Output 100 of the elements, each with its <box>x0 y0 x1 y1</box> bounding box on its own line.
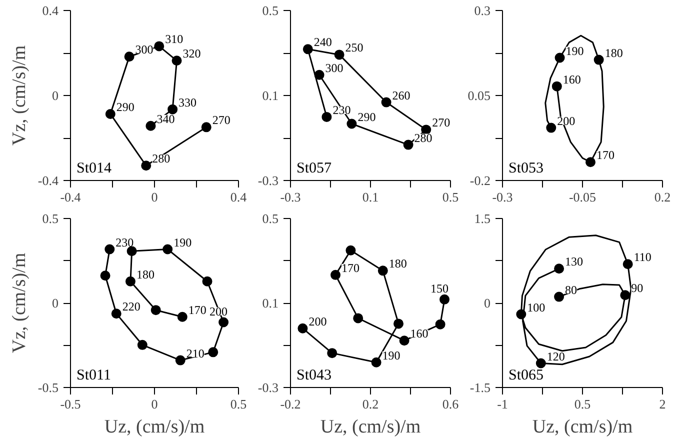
x-tick-label: -0.3 <box>492 190 513 204</box>
y-tick-label: 0.5 <box>42 211 58 226</box>
annotation: 280 <box>414 130 432 145</box>
x-tick-label: 0.5 <box>442 190 459 204</box>
annotation: 170 <box>342 260 360 275</box>
point <box>125 276 136 286</box>
y-tick-label: 0.5 <box>262 211 278 226</box>
point <box>105 108 116 119</box>
y-tick-label: 0.1 <box>262 88 278 103</box>
point <box>546 122 556 133</box>
annotation: 160 <box>562 72 581 86</box>
point <box>554 292 564 302</box>
point <box>399 336 410 346</box>
point <box>126 246 137 256</box>
point <box>536 358 546 368</box>
x-tick-label: 0 <box>151 396 158 412</box>
point <box>371 357 382 368</box>
annotation: 180 <box>388 256 407 271</box>
point <box>154 41 164 52</box>
annotation: 260 <box>392 88 410 102</box>
annotation: 90 <box>631 281 644 296</box>
annotation: 270 <box>212 113 230 128</box>
point <box>162 244 173 254</box>
point <box>141 160 152 171</box>
x-axis-title: Uz, (cm/s)/m <box>320 416 421 438</box>
x-tick-label: -0.05 <box>568 190 596 204</box>
annotation: 200 <box>308 314 327 328</box>
annotation: 230 <box>332 102 351 117</box>
point <box>298 323 308 334</box>
point <box>334 50 344 60</box>
annotation: St065 <box>508 368 544 384</box>
annotation: 180 <box>136 267 154 282</box>
y-tick-label: 0 <box>484 296 490 310</box>
annotation: 190 <box>174 235 192 250</box>
point <box>314 70 324 80</box>
annotation: 190 <box>382 348 400 362</box>
point <box>218 317 229 328</box>
annotation: 80 <box>565 282 578 297</box>
annotation: 340 <box>156 112 175 126</box>
annotation: 200 <box>557 114 576 128</box>
y-tick-label: 0 <box>52 88 58 103</box>
annotation: 160 <box>410 326 428 341</box>
x-tick-label: -0.3 <box>280 190 301 204</box>
point <box>146 120 156 131</box>
x-axis-title: Uz, (cm/s)/m <box>532 416 633 438</box>
x-tick-label: 0.1 <box>362 190 379 204</box>
point <box>421 124 432 135</box>
y-tick-label: -0.4 <box>38 173 59 188</box>
point <box>175 355 186 366</box>
point <box>586 157 596 168</box>
y-tick-label: 0.3 <box>474 3 490 18</box>
x-tick-label: 0.2 <box>654 190 671 204</box>
point <box>137 340 148 350</box>
point <box>346 118 357 129</box>
point <box>622 259 633 270</box>
x-tick-label: 0.6 <box>442 396 460 412</box>
point <box>327 348 338 358</box>
annotation: 190 <box>566 44 584 58</box>
point <box>554 52 565 63</box>
annotation: St011 <box>76 368 111 384</box>
annotation: 220 <box>122 300 140 314</box>
point <box>172 56 182 66</box>
point <box>353 313 364 324</box>
annotation: 250 <box>345 40 364 55</box>
annotation: 290 <box>358 110 376 124</box>
point <box>168 104 178 114</box>
point <box>124 52 134 62</box>
x-tick-label: 0.2 <box>362 396 379 412</box>
annotation: 170 <box>596 148 614 162</box>
x-axis-title: Uz, (cm/s)/m <box>104 416 205 438</box>
point <box>104 244 115 254</box>
annotation: 200 <box>210 304 228 318</box>
annotation: 110 <box>634 250 652 264</box>
point <box>440 294 450 304</box>
annotation: 240 <box>314 35 332 50</box>
y-axis-title: Vz, (cm/s)/m <box>8 45 30 146</box>
annotation: 330 <box>178 95 197 110</box>
point <box>100 270 110 281</box>
y-tick-label: 0.4 <box>42 3 59 18</box>
annotation: 150 <box>430 281 448 296</box>
y-axis-title: Vz, (cm/s)/m <box>8 252 30 354</box>
point <box>330 270 340 280</box>
point <box>554 264 564 274</box>
point <box>177 312 188 322</box>
annotation: 280 <box>152 152 170 166</box>
y-tick-label: 0 <box>52 296 58 310</box>
point <box>594 54 604 65</box>
x-tick-label: 0.5 <box>574 396 591 412</box>
annotation: 300 <box>325 60 344 75</box>
y-tick-label: -0.2 <box>470 173 491 188</box>
point <box>322 112 332 122</box>
x-tick-label: 0.5 <box>230 396 247 412</box>
point <box>208 347 218 358</box>
y-tick-label: 0.5 <box>262 3 278 18</box>
annotation: 170 <box>188 302 206 317</box>
annotation: St014 <box>76 160 112 176</box>
point <box>403 140 414 150</box>
point <box>150 305 161 316</box>
annotation: St053 <box>508 160 544 176</box>
point <box>346 245 356 256</box>
